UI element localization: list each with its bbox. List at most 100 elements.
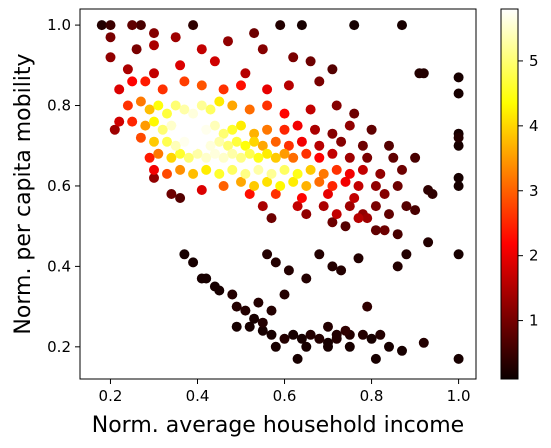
data-point: [266, 168, 277, 179]
data-point: [453, 88, 464, 99]
y-tick-label: 0.4: [47, 257, 71, 275]
data-point: [257, 325, 268, 336]
data-point: [179, 76, 190, 87]
data-point: [249, 181, 260, 191]
data-point: [366, 124, 377, 135]
x-tick-label: 0.2: [99, 387, 123, 405]
data-point: [340, 221, 351, 232]
data-point: [318, 168, 329, 179]
data-point: [175, 164, 186, 175]
data-point: [370, 181, 381, 191]
data-point: [327, 261, 338, 272]
data-point: [170, 100, 181, 111]
data-point: [105, 32, 116, 43]
data-point: [249, 128, 260, 139]
data-point: [127, 116, 138, 127]
data-point: [353, 253, 364, 264]
data-point: [175, 60, 186, 71]
data-point: [362, 301, 373, 312]
data-point: [340, 176, 351, 187]
data-point: [162, 168, 172, 179]
data-point: [227, 289, 238, 300]
data-point: [140, 76, 151, 87]
data-point: [209, 120, 220, 131]
data-point: [397, 164, 407, 175]
data-point: [275, 181, 286, 191]
data-point: [223, 140, 233, 151]
y-axis: 0.2 0.4 0.6 0.8 1.0: [47, 16, 80, 356]
data-point: [170, 140, 181, 151]
data-point: [418, 337, 429, 348]
data-point: [183, 152, 194, 163]
data-point: [288, 152, 299, 163]
data-point: [301, 148, 312, 159]
x-axis: 0.2 0.4 0.6 0.8 1.0: [99, 379, 471, 405]
data-point: [127, 76, 138, 87]
data-point: [196, 44, 207, 55]
x-tick-label: 0.6: [273, 387, 297, 405]
data-point: [244, 148, 255, 159]
data-point: [196, 185, 207, 195]
data-point: [301, 341, 312, 352]
data-point: [344, 120, 355, 131]
data-point: [453, 353, 464, 364]
data-point: [344, 168, 355, 179]
data-point: [253, 164, 264, 175]
data-point: [301, 209, 312, 220]
y-tick-label: 1.0: [47, 16, 71, 34]
data-point: [292, 168, 303, 179]
data-point: [127, 20, 138, 31]
plot-frame: [79, 8, 477, 380]
data-point: [392, 229, 403, 240]
data-point: [323, 321, 333, 332]
data-point: [218, 128, 229, 139]
data-point: [175, 124, 186, 135]
data-point: [236, 80, 246, 91]
data-point: [384, 209, 394, 220]
data-point: [262, 124, 273, 135]
data-point: [418, 68, 429, 79]
data-point: [240, 168, 251, 179]
data-point: [183, 120, 194, 131]
data-point: [170, 32, 181, 43]
data-point: [201, 273, 212, 284]
data-point: [379, 225, 390, 236]
data-point: [314, 249, 325, 260]
data-point: [353, 213, 364, 224]
data-point: [427, 189, 438, 199]
data-point: [340, 325, 351, 336]
data-point: [218, 152, 229, 163]
data-point: [279, 333, 290, 344]
data-point: [105, 20, 116, 31]
data-point: [344, 152, 355, 163]
data-point: [331, 333, 342, 344]
data-point: [227, 124, 238, 135]
data-point: [453, 140, 464, 151]
data-point: [336, 265, 347, 276]
x-tick-label: 0.8: [360, 387, 384, 405]
data-point: [366, 333, 377, 344]
data-point: [114, 116, 125, 127]
data-point: [453, 181, 464, 191]
data-point: [253, 297, 264, 308]
data-point: [327, 64, 338, 75]
data-point: [279, 108, 290, 119]
data-point: [370, 201, 381, 212]
data-point: [301, 181, 312, 191]
data-point: [166, 120, 177, 131]
data-point: [175, 193, 186, 203]
data-point: [331, 100, 342, 111]
data-point: [279, 289, 290, 300]
data-point: [227, 148, 238, 159]
data-point: [296, 333, 307, 344]
data-point: [196, 80, 207, 91]
data-point: [305, 56, 316, 67]
data-point: [188, 257, 199, 268]
data-point: [283, 80, 294, 91]
data-point: [179, 136, 190, 147]
data-point: [236, 120, 246, 131]
data-point: [262, 249, 273, 260]
data-point: [140, 120, 151, 131]
data-point: [388, 152, 399, 163]
